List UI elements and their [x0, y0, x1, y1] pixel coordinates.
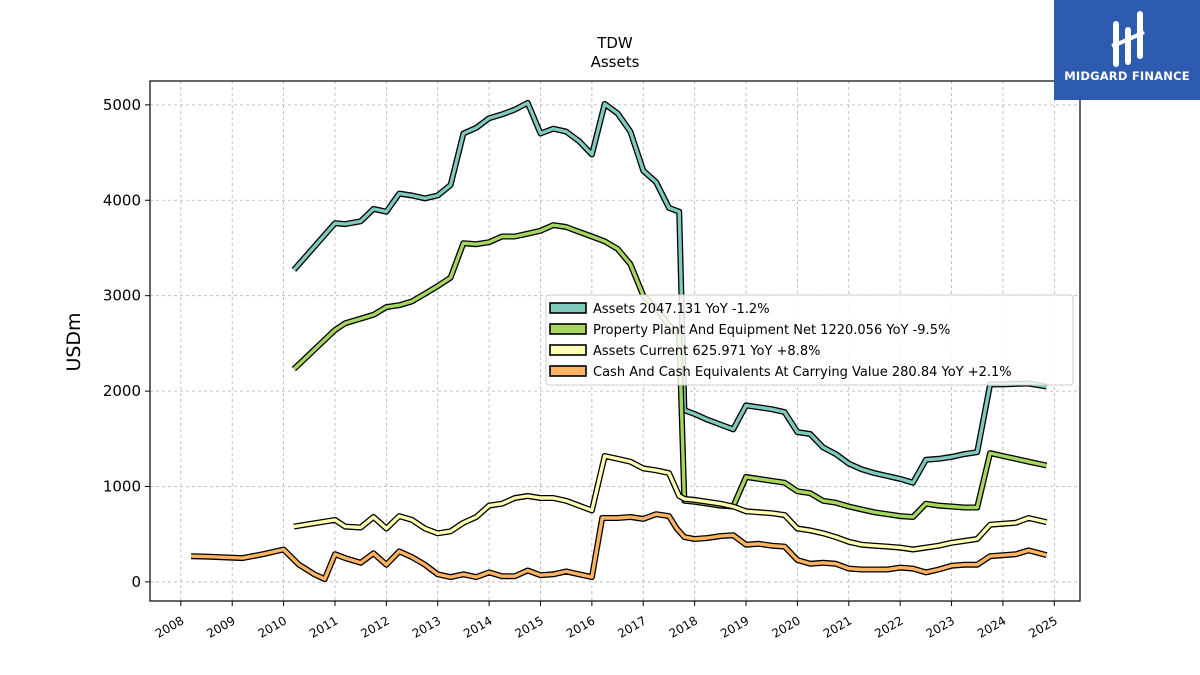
plot-frame — [149, 80, 1081, 602]
x-tick-label: 2011 — [307, 613, 340, 640]
x-tick-label: 2024 — [975, 613, 1008, 640]
x-tick-label: 2010 — [256, 613, 289, 640]
x-tick-label: 2018 — [667, 613, 700, 640]
y-tick-label: 4000 — [103, 191, 141, 209]
series-line-fill — [293, 454, 1047, 552]
x-tick-label: 2025 — [1026, 613, 1059, 640]
x-tick-label: 2016 — [564, 613, 597, 640]
legend-swatch — [549, 323, 587, 335]
series-line-fill — [292, 223, 1047, 519]
legend-swatch — [549, 365, 587, 377]
series-line-1 — [291, 99, 1048, 486]
x-tick-label: 2020 — [769, 613, 802, 640]
x-tick-label: 2017 — [615, 613, 648, 640]
series-layer — [191, 99, 1048, 583]
chart-subtitle: Assets — [591, 53, 640, 71]
legend-label: Cash And Cash Equivalents At Carrying Va… — [593, 365, 1012, 380]
x-tick-label: 2019 — [718, 613, 751, 640]
x-tick-label: 2014 — [461, 613, 494, 640]
x-tick-label: 2021 — [821, 613, 854, 640]
y-tick-label: 0 — [131, 573, 141, 591]
y-axis-label: USDm — [63, 312, 85, 371]
x-tick-label: 2013 — [410, 613, 443, 640]
y-tick-label: 2000 — [103, 382, 141, 400]
x-tick-label: 2009 — [204, 613, 237, 640]
x-tick-label: 2012 — [358, 613, 391, 640]
legend-label: Assets 2047.131 YoY -1.2% — [593, 302, 770, 317]
series-line-4 — [191, 511, 1048, 583]
x-tick-label: 2015 — [513, 613, 546, 640]
series-line-fill — [292, 101, 1047, 485]
y-tick-label: 5000 — [103, 96, 141, 114]
y-tick-label: 3000 — [103, 287, 141, 305]
series-line-3 — [293, 453, 1048, 553]
chart-title: TDW — [596, 34, 633, 52]
series-line-fill — [191, 512, 1048, 581]
x-tick-label: 2008 — [153, 613, 186, 640]
y-axis: 0 1000 2000 3000 4000 5000 — [103, 96, 150, 591]
x-axis: 2008 2009 2010 2011 2012 2013 2014 2015 2016 2017… — [153, 601, 1060, 641]
brand-name: MIDGARD FINANCE — [1064, 69, 1190, 83]
series-line-2 — [291, 222, 1048, 520]
legend-box — [545, 294, 1074, 386]
brand-logo: MIDGARD FINANCE — [1054, 0, 1200, 100]
x-tick-label: 2023 — [924, 613, 957, 640]
legend-label: Assets Current 625.971 YoY +8.8% — [593, 344, 820, 359]
legend-swatch — [549, 302, 587, 314]
y-tick-label: 1000 — [103, 478, 141, 496]
legend-label: Property Plant And Equipment Net 1220.05… — [593, 323, 950, 338]
logo-mark-icon — [1111, 11, 1145, 67]
legend-swatch — [549, 344, 587, 356]
x-tick-label: 2022 — [872, 613, 905, 640]
legend: Assets 2047.131 YoY -1.2% Property Plant … — [545, 294, 1074, 386]
series-line-outline — [291, 99, 1048, 486]
